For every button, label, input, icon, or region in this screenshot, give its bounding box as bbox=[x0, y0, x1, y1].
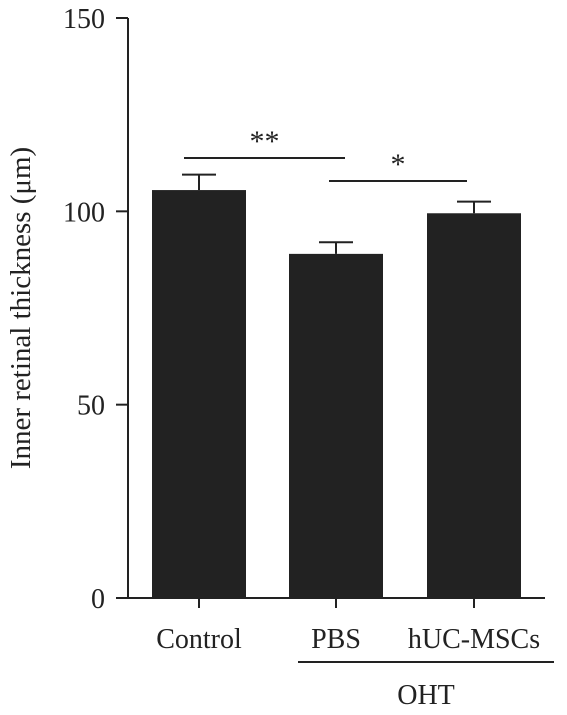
y-axis: 0 50 100 150 bbox=[63, 4, 129, 615]
x-axis bbox=[128, 597, 545, 608]
y-tick-label: 0 bbox=[91, 584, 105, 615]
bars bbox=[152, 173, 521, 599]
significance-marker: ** bbox=[250, 125, 280, 158]
x-tick-label: Control bbox=[156, 624, 242, 655]
y-axis-label: Inner retinal thickness (μm) bbox=[5, 147, 37, 469]
y-tick-label: 150 bbox=[63, 4, 105, 35]
significance-brackets: *** bbox=[184, 125, 467, 182]
x-tick-labels: Control PBS hUC-MSCs bbox=[156, 624, 540, 655]
bar bbox=[289, 253, 383, 598]
group-annotation: OHT bbox=[298, 661, 554, 711]
group-label: OHT bbox=[397, 680, 455, 711]
bar bbox=[427, 213, 521, 598]
x-tick-label: PBS bbox=[311, 624, 361, 655]
y-tick-label: 100 bbox=[63, 197, 105, 228]
bar bbox=[152, 190, 246, 599]
x-tick-label: hUC-MSCs bbox=[408, 624, 540, 655]
y-tick-label: 50 bbox=[77, 391, 105, 422]
significance-marker: * bbox=[391, 148, 406, 181]
